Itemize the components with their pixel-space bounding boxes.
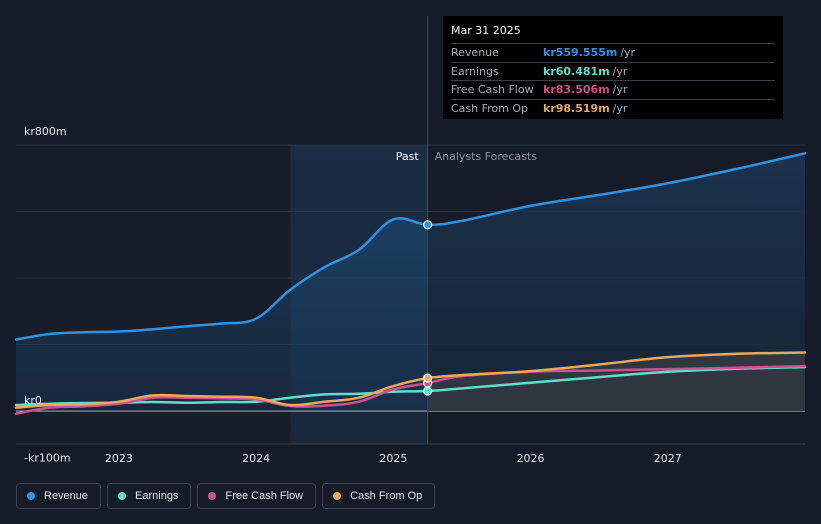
legend-label: Free Cash Flow — [225, 490, 304, 502]
tooltip-row-earnings: Earnings kr60.481m /yr — [451, 61, 775, 81]
x-tick-label: 2026 — [517, 452, 545, 465]
y-axis-label: -kr100m — [24, 451, 71, 464]
x-tick-label: 2027 — [654, 452, 682, 465]
y-axis-label: kr800m — [24, 125, 67, 138]
tooltip-row-value: kr98.519m — [543, 101, 610, 115]
tooltip-row-label: Cash From Op — [451, 101, 529, 115]
series-line-free-cash-flow — [14, 364, 807, 415]
tooltip-row-label: Free Cash Flow — [451, 83, 534, 97]
tooltip-row-free-cash-flow: Free Cash Flow kr83.506m /yr — [451, 80, 775, 99]
legend-dot-icon — [27, 492, 35, 500]
tooltip-row-unit: /yr — [612, 64, 628, 78]
marker-cash-from-op — [423, 373, 433, 383]
legend-item-free-cash-flow[interactable]: Free Cash Flow — [197, 483, 317, 509]
legend-item-cash-from-op[interactable]: Cash From Op — [322, 483, 436, 509]
legend: Revenue Earnings Free Cash Flow Cash Fro… — [16, 483, 436, 511]
chart-labels: kr800m kr0 -kr100m 2023 2024 2025 2026 2027 Past… — [24, 125, 682, 465]
y-axis-label: kr0 — [24, 394, 42, 407]
series-line-cash-from-op — [14, 351, 807, 409]
chart-markers — [423, 220, 433, 396]
revenue-area-past — [16, 218, 428, 411]
series-line-revenue — [14, 152, 807, 341]
tooltip-date: Mar 31 2025 — [451, 24, 521, 37]
tooltip-row-value: kr60.481m — [543, 64, 610, 78]
tooltip-row-cash-from-op: Cash From Op kr98.519m /yr — [451, 98, 775, 118]
x-tick-label: 2025 — [379, 452, 407, 465]
x-tick-label: 2023 — [105, 452, 133, 465]
legend-dot-icon — [333, 492, 342, 500]
tooltip: Mar 31 2025 Revenue kr559.555m /yr Earni… — [443, 16, 783, 119]
legend-label: Earnings — [135, 490, 179, 502]
forecast-label: Analysts Forecasts — [435, 150, 538, 163]
revenue-area-forecast — [427, 153, 805, 411]
tooltip-row-unit: /yr — [612, 83, 628, 97]
legend-label: Revenue — [44, 490, 89, 502]
chart-series-lines — [14, 152, 807, 415]
tooltip-row-value: kr83.506m — [543, 83, 610, 97]
x-tick-label: 2024 — [242, 452, 270, 465]
past-label: Past — [396, 150, 420, 163]
legend-dot-icon — [208, 492, 217, 500]
legend-item-revenue[interactable]: Revenue — [16, 483, 102, 509]
tooltip-row-unit: /yr — [612, 101, 628, 115]
tooltip-row-label: Revenue — [451, 46, 499, 60]
tooltip-row-label: Earnings — [451, 64, 499, 78]
legend-label: Cash From Op — [350, 490, 423, 502]
legend-item-earnings[interactable]: Earnings — [107, 483, 192, 509]
tooltip-row-value: kr559.555m — [543, 46, 618, 60]
tooltip-row-unit: /yr — [620, 46, 636, 60]
legend-dot-icon — [118, 492, 127, 500]
tooltip-row-revenue: Revenue kr559.555m /yr — [451, 43, 775, 62]
marker-earnings — [423, 386, 433, 396]
marker-revenue — [423, 220, 433, 230]
